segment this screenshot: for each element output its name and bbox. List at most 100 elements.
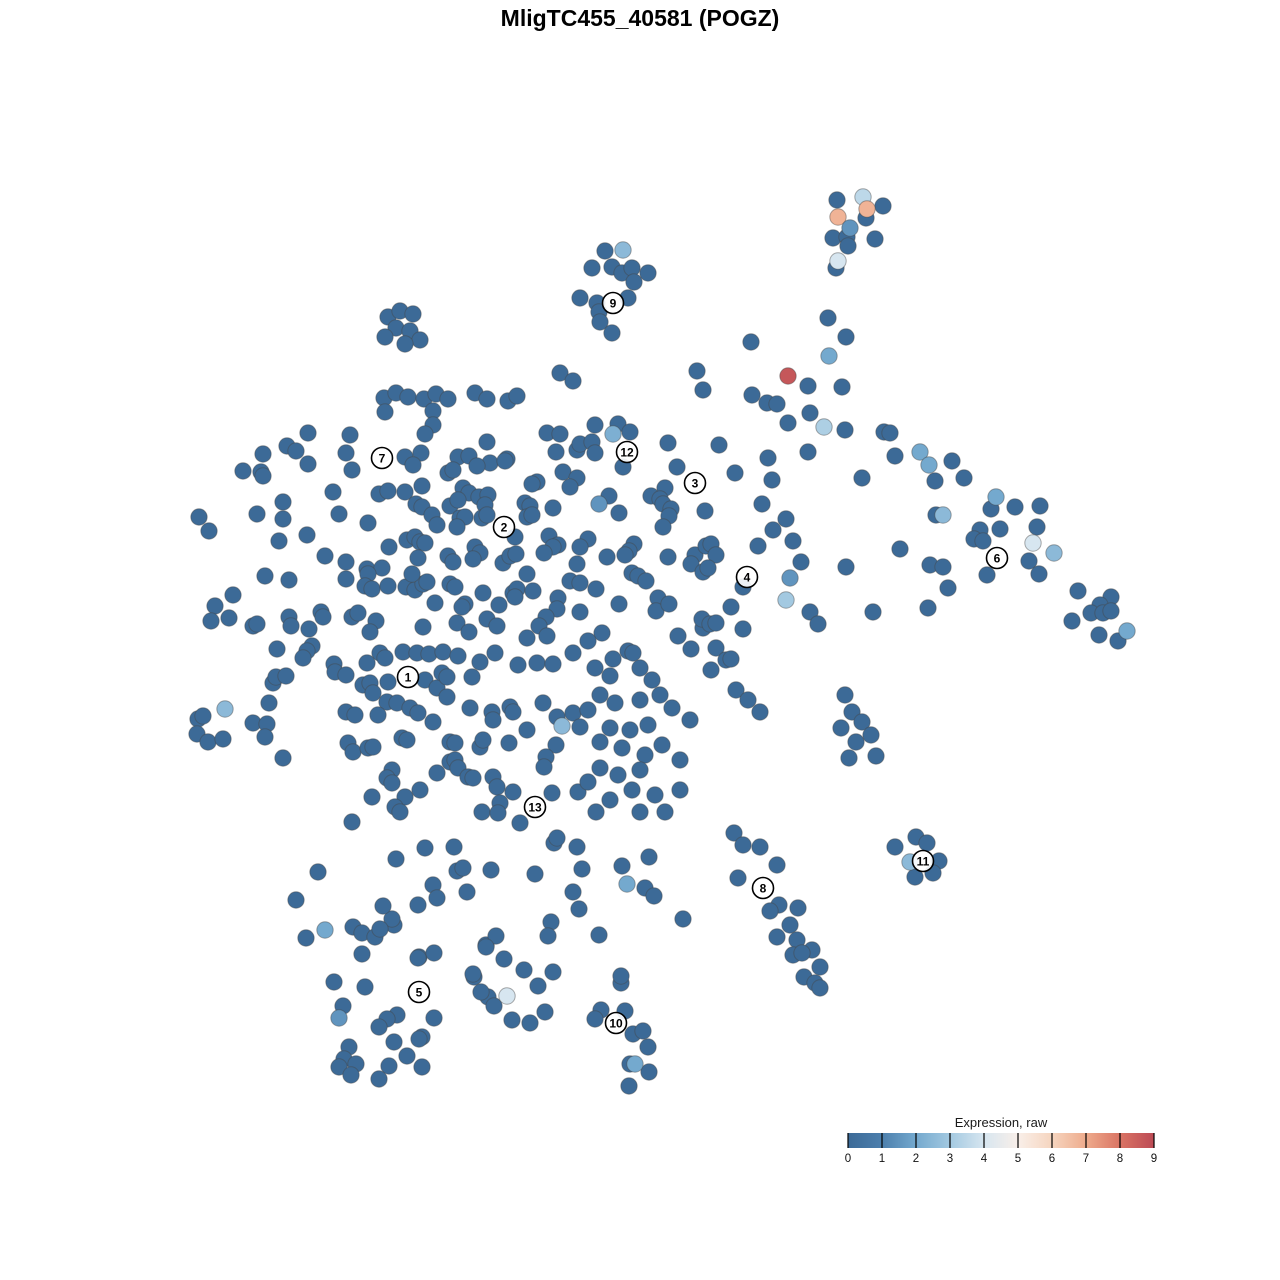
- data-point: [586, 659, 604, 677]
- data-point: [832, 719, 850, 737]
- data-point: [743, 386, 761, 404]
- cluster-label-10: 10: [604, 1011, 628, 1035]
- data-point: [199, 733, 217, 751]
- data-point: [586, 416, 604, 434]
- data-point: [777, 510, 795, 528]
- data-point: [911, 443, 929, 461]
- data-point: [974, 532, 992, 550]
- data-point: [646, 786, 664, 804]
- data-point: [424, 713, 442, 731]
- data-point: [586, 444, 604, 462]
- data-point: [634, 1022, 652, 1040]
- data-point: [380, 538, 398, 556]
- data-point: [639, 716, 657, 734]
- data-point: [955, 469, 973, 487]
- data-point: [809, 615, 827, 633]
- data-point: [777, 591, 795, 609]
- data-point: [639, 1038, 657, 1056]
- data-point: [294, 649, 312, 667]
- data-point: [500, 734, 518, 752]
- data-point: [734, 836, 752, 854]
- data-point: [330, 505, 348, 523]
- data-point: [801, 603, 819, 621]
- data-point: [346, 706, 364, 724]
- data-point: [593, 624, 611, 642]
- cluster-label-number: 5: [416, 986, 423, 1000]
- data-point: [568, 555, 586, 573]
- data-point: [446, 734, 464, 752]
- data-point: [359, 514, 377, 532]
- data-point: [654, 518, 672, 536]
- data-point: [256, 567, 274, 585]
- data-point: [1031, 497, 1049, 515]
- data-point: [696, 502, 714, 520]
- data-point: [454, 859, 472, 877]
- data-point: [699, 559, 717, 577]
- colorbar-tick-label: 1: [879, 1153, 885, 1165]
- data-point: [688, 362, 706, 380]
- data-point: [472, 983, 490, 1001]
- data-point: [564, 644, 582, 662]
- data-point: [414, 618, 432, 636]
- data-point: [1063, 612, 1081, 630]
- data-point: [411, 781, 429, 799]
- data-point: [651, 686, 669, 704]
- data-point: [659, 434, 677, 452]
- data-point: [234, 462, 252, 480]
- data-point: [624, 644, 642, 662]
- colorbar-tick-label: 7: [1083, 1153, 1089, 1165]
- data-point: [287, 442, 305, 460]
- data-point: [722, 598, 740, 616]
- colorbar-title: Expression, raw: [955, 1115, 1048, 1130]
- data-point: [445, 838, 463, 856]
- data-point: [799, 377, 817, 395]
- data-point: [280, 571, 298, 589]
- data-point: [886, 838, 904, 856]
- data-point: [383, 910, 401, 928]
- data-point: [801, 404, 819, 422]
- data-point: [449, 647, 467, 665]
- data-point: [356, 978, 374, 996]
- data-point: [387, 850, 405, 868]
- data-point: [428, 889, 446, 907]
- data-point: [254, 445, 272, 463]
- data-point: [571, 289, 589, 307]
- data-point: [864, 603, 882, 621]
- data-point: [939, 579, 957, 597]
- data-point: [571, 538, 589, 556]
- data-point: [498, 987, 516, 1005]
- data-point: [551, 364, 569, 382]
- colorbar-tick-label: 5: [1015, 1153, 1021, 1165]
- cluster-label-number: 3: [692, 477, 699, 491]
- data-point: [434, 643, 452, 661]
- data-point: [828, 191, 846, 209]
- cluster-label-circle: [407, 980, 431, 1004]
- data-point: [194, 707, 212, 725]
- data-point: [1069, 582, 1087, 600]
- data-point: [330, 1058, 348, 1076]
- data-point: [739, 691, 757, 709]
- data-point: [847, 733, 865, 751]
- data-point: [324, 483, 342, 501]
- data-point: [190, 508, 208, 526]
- data-point: [886, 447, 904, 465]
- data-point: [506, 588, 524, 606]
- data-point: [300, 620, 318, 638]
- data-point: [536, 1003, 554, 1021]
- colorbar-tick-label: 2: [913, 1153, 919, 1165]
- cluster-label-circle: [683, 471, 707, 495]
- data-point: [453, 598, 471, 616]
- data-point: [410, 1030, 428, 1048]
- data-point: [413, 477, 431, 495]
- cluster-label-circle: [370, 446, 394, 470]
- data-point: [637, 572, 655, 590]
- colorbar-gradient: [848, 1133, 1154, 1148]
- data-point: [604, 425, 622, 443]
- data-point: [216, 700, 234, 718]
- data-point: [471, 653, 489, 671]
- data-point: [309, 863, 327, 881]
- data-point: [1020, 552, 1038, 570]
- cluster-label-13: 13: [523, 795, 547, 819]
